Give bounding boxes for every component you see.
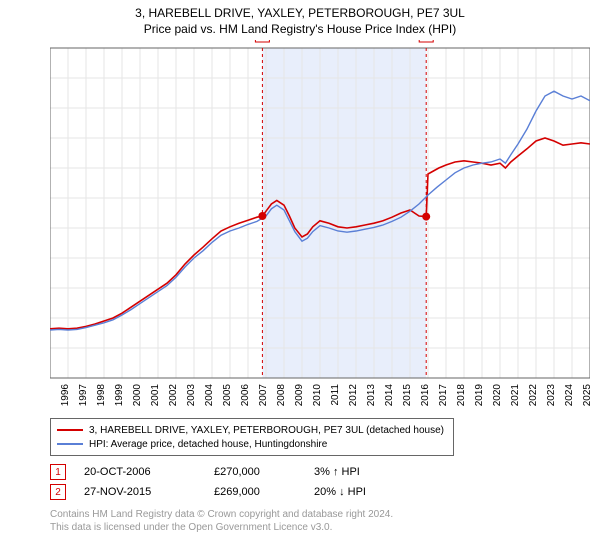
svg-text:2020: 2020	[492, 384, 503, 407]
data-point-row: 2 27-NOV-2015£269,00020% ↓ HPI	[50, 482, 600, 502]
svg-text:2002: 2002	[168, 384, 179, 407]
chart-subtitle: Price paid vs. HM Land Registry's House …	[0, 20, 600, 40]
svg-text:2022: 2022	[528, 384, 539, 407]
legend: 3, HAREBELL DRIVE, YAXLEY, PETERBOROUGH,…	[50, 418, 454, 456]
svg-text:2018: 2018	[456, 384, 467, 407]
svg-text:2010: 2010	[312, 384, 323, 407]
data-point-marker: 1	[50, 464, 66, 480]
svg-text:2023: 2023	[546, 384, 557, 407]
svg-text:2017: 2017	[438, 384, 449, 407]
chart-container: 3, HAREBELL DRIVE, YAXLEY, PETERBOROUGH,…	[0, 0, 600, 560]
svg-text:1: 1	[260, 40, 266, 42]
svg-text:2009: 2009	[294, 384, 305, 407]
svg-text:2004: 2004	[204, 384, 215, 407]
svg-text:1997: 1997	[78, 384, 89, 407]
data-point-price: £270,000	[214, 466, 314, 478]
footer-attribution: Contains HM Land Registry data © Crown c…	[50, 508, 600, 534]
data-point-delta: 20% ↓ HPI	[314, 486, 434, 498]
svg-text:2011: 2011	[330, 384, 341, 406]
data-point-price: £269,000	[214, 486, 314, 498]
data-point-date: 27-NOV-2015	[84, 486, 214, 498]
data-point-marker: 2	[50, 484, 66, 500]
svg-text:2019: 2019	[474, 384, 485, 407]
svg-text:1995: 1995	[50, 384, 53, 407]
legend-item: HPI: Average price, detached house, Hunt…	[57, 437, 447, 451]
chart-title: 3, HAREBELL DRIVE, YAXLEY, PETERBOROUGH,…	[0, 0, 600, 20]
svg-text:2003: 2003	[186, 384, 197, 407]
line-chart: £0£50K£100K£150K£200K£250K£300K£350K£400…	[50, 40, 590, 410]
data-point-date: 20-OCT-2006	[84, 466, 214, 478]
svg-text:2000: 2000	[132, 384, 143, 407]
legend-item: 3, HAREBELL DRIVE, YAXLEY, PETERBOROUGH,…	[57, 423, 447, 437]
svg-text:2016: 2016	[420, 384, 431, 407]
svg-text:2021: 2021	[510, 384, 521, 407]
svg-text:2008: 2008	[276, 384, 287, 407]
data-point-row: 1 20-OCT-2006£270,0003% ↑ HPI	[50, 462, 600, 482]
svg-text:2006: 2006	[240, 384, 251, 407]
svg-text:2014: 2014	[384, 384, 395, 407]
svg-text:2: 2	[423, 40, 429, 42]
svg-text:1998: 1998	[96, 384, 107, 407]
svg-text:2007: 2007	[258, 384, 269, 407]
chart-area: £0£50K£100K£150K£200K£250K£300K£350K£400…	[50, 40, 590, 410]
svg-text:2025: 2025	[582, 384, 590, 407]
legend-swatch	[57, 429, 83, 431]
legend-swatch	[57, 443, 83, 445]
footer-line-2: This data is licensed under the Open Gov…	[50, 521, 600, 534]
svg-text:2012: 2012	[348, 384, 359, 407]
legend-label: 3, HAREBELL DRIVE, YAXLEY, PETERBOROUGH,…	[89, 425, 444, 436]
svg-text:2013: 2013	[366, 384, 377, 407]
svg-text:2001: 2001	[150, 384, 161, 407]
footer-line-1: Contains HM Land Registry data © Crown c…	[50, 508, 600, 521]
svg-text:2005: 2005	[222, 384, 233, 407]
svg-text:2015: 2015	[402, 384, 413, 407]
svg-text:1996: 1996	[60, 384, 71, 407]
svg-text:2024: 2024	[564, 384, 575, 407]
svg-text:1999: 1999	[114, 384, 125, 407]
data-points-table: 1 20-OCT-2006£270,0003% ↑ HPI 2 27-NOV-2015…	[50, 462, 600, 502]
legend-label: HPI: Average price, detached house, Hunt…	[89, 439, 327, 450]
data-point-delta: 3% ↑ HPI	[314, 466, 434, 478]
